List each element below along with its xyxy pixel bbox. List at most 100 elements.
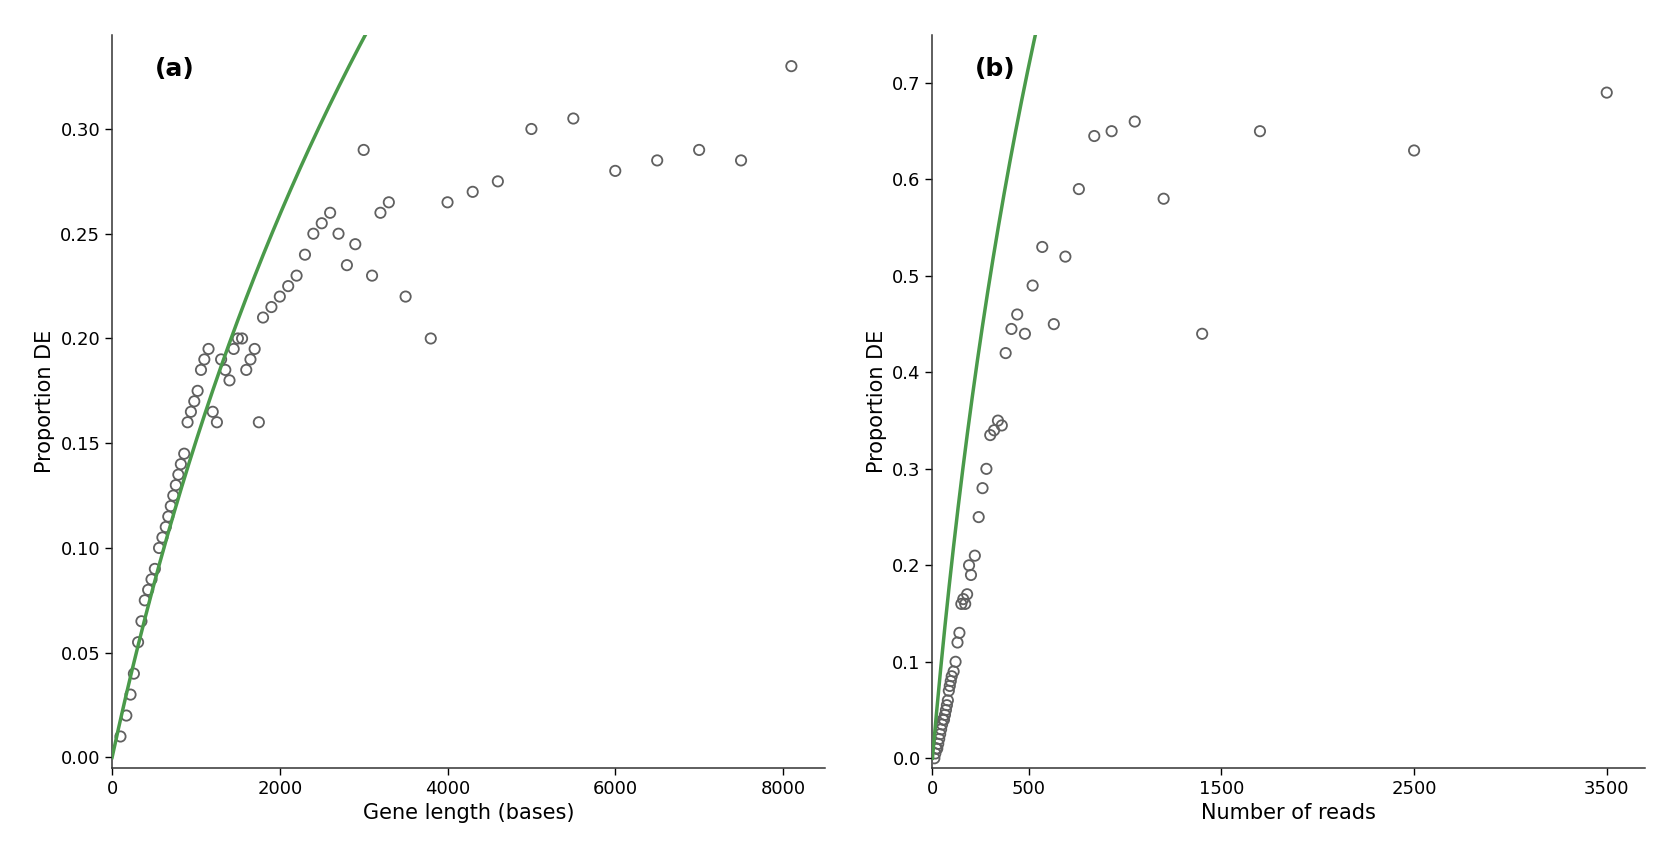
Point xyxy=(973,462,1000,475)
Point xyxy=(366,206,393,220)
Point xyxy=(131,594,158,607)
Point xyxy=(937,674,964,688)
Point xyxy=(956,559,983,572)
Text: (a): (a) xyxy=(155,57,195,81)
Point xyxy=(926,732,953,746)
Point xyxy=(237,353,264,366)
Point xyxy=(185,384,212,398)
Point xyxy=(163,478,190,492)
Point xyxy=(118,688,144,702)
Point xyxy=(128,614,155,628)
Point xyxy=(936,679,963,692)
Point xyxy=(138,572,165,586)
Point xyxy=(934,693,961,707)
Point xyxy=(643,154,670,167)
Point xyxy=(961,549,988,563)
Point xyxy=(937,669,964,683)
Text: (b): (b) xyxy=(974,57,1016,81)
Point xyxy=(124,636,151,650)
Point xyxy=(969,481,996,495)
Point xyxy=(949,592,976,606)
Point xyxy=(929,713,956,727)
Point xyxy=(341,238,368,251)
Point xyxy=(921,752,948,765)
Point xyxy=(234,363,260,377)
Point xyxy=(931,713,958,727)
Point xyxy=(517,122,544,136)
Point xyxy=(150,530,176,544)
Point xyxy=(171,447,198,461)
Point xyxy=(1099,124,1126,138)
Point xyxy=(217,373,244,387)
Point xyxy=(212,363,239,377)
Point xyxy=(1020,279,1047,293)
Point xyxy=(225,331,252,345)
Point xyxy=(1593,86,1620,100)
Point xyxy=(200,405,227,419)
Point xyxy=(1040,317,1067,331)
Point xyxy=(993,347,1020,360)
Point xyxy=(946,626,973,640)
Point xyxy=(559,112,586,125)
Point xyxy=(433,196,460,209)
Point xyxy=(165,468,192,481)
Point xyxy=(108,729,134,743)
Point xyxy=(245,415,272,429)
Point xyxy=(276,279,302,293)
Point xyxy=(192,353,218,366)
Point xyxy=(175,415,202,429)
Point xyxy=(153,520,180,534)
Point xyxy=(284,269,311,282)
Point xyxy=(685,143,712,157)
Point xyxy=(168,457,195,471)
Point xyxy=(1247,124,1273,138)
Point xyxy=(927,722,954,736)
Point xyxy=(1003,308,1030,322)
Point xyxy=(181,395,208,408)
Point xyxy=(948,597,974,611)
Point xyxy=(778,59,805,73)
Point xyxy=(349,143,376,157)
Point xyxy=(208,353,235,366)
Point xyxy=(146,541,173,555)
Point xyxy=(242,342,269,356)
Point xyxy=(178,405,205,419)
X-axis label: Gene length (bases): Gene length (bases) xyxy=(363,803,575,824)
Point xyxy=(924,737,951,751)
Y-axis label: Proportion DE: Proportion DE xyxy=(867,329,887,473)
Point xyxy=(954,588,981,601)
Point xyxy=(160,489,186,503)
Point xyxy=(1028,240,1055,254)
Point xyxy=(927,728,954,741)
Point xyxy=(220,342,247,356)
Point xyxy=(203,415,230,429)
Point xyxy=(121,667,148,680)
Point xyxy=(953,597,979,611)
Point xyxy=(250,311,277,324)
Point xyxy=(942,655,969,668)
Point xyxy=(1401,143,1428,157)
Point xyxy=(981,423,1008,437)
Point xyxy=(1011,327,1038,341)
Point xyxy=(941,665,968,679)
Point xyxy=(944,636,971,650)
Point xyxy=(1189,327,1216,341)
Point xyxy=(966,511,993,524)
Point xyxy=(417,331,444,345)
Point xyxy=(929,717,956,731)
Point xyxy=(601,164,628,178)
Point xyxy=(934,698,961,712)
Point xyxy=(976,428,1003,442)
Point xyxy=(134,583,161,596)
Point xyxy=(188,363,215,377)
Point xyxy=(358,269,385,282)
Point xyxy=(141,562,168,576)
X-axis label: Number of reads: Number of reads xyxy=(1201,803,1376,824)
Point xyxy=(113,709,139,722)
Point xyxy=(375,196,402,209)
Point xyxy=(259,300,286,314)
Point xyxy=(1151,192,1178,206)
Point xyxy=(998,322,1025,335)
Point xyxy=(459,185,486,199)
Point xyxy=(292,248,319,262)
